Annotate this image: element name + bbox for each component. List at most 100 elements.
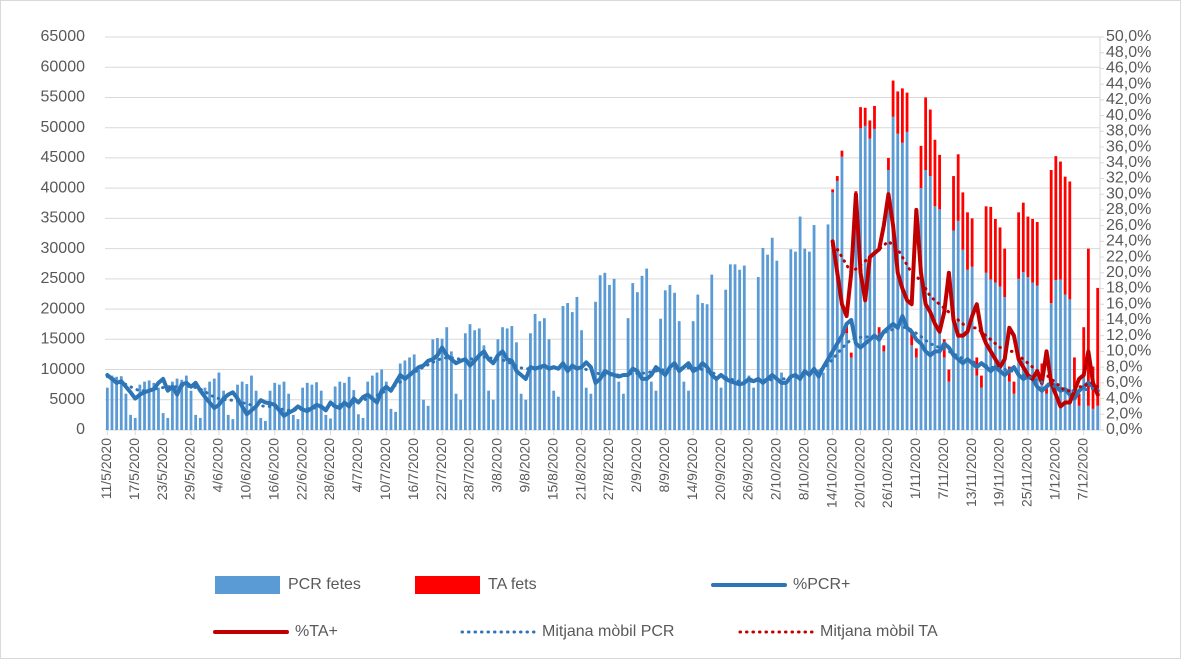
bar — [956, 220, 960, 430]
bar — [449, 351, 453, 430]
bar — [1073, 357, 1076, 388]
bar — [980, 387, 983, 430]
bar — [194, 414, 198, 430]
x-tick-label: 16/7/2020 — [405, 438, 421, 500]
bar — [222, 390, 225, 430]
bar — [701, 303, 704, 430]
bar — [180, 379, 184, 430]
x-tick-label: 22/7/2020 — [433, 438, 449, 500]
bar — [515, 342, 518, 430]
bar — [212, 378, 216, 430]
bar — [961, 249, 965, 430]
moving-average-line — [105, 325, 1100, 412]
bar — [984, 272, 988, 430]
bar — [380, 369, 384, 430]
y2-tick-label: 42,0% — [1106, 91, 1151, 108]
bar — [436, 338, 439, 430]
y2-tick-label: 20,0% — [1106, 264, 1151, 281]
bar — [840, 150, 844, 157]
bar — [473, 330, 477, 430]
bar — [715, 378, 718, 430]
y2-tick-label: 26,0% — [1106, 217, 1151, 234]
bar — [1063, 294, 1067, 430]
bar — [896, 91, 900, 134]
moving-average-line — [831, 239, 1100, 393]
bar — [538, 321, 542, 430]
bar — [236, 384, 239, 430]
bar — [1021, 272, 1025, 430]
bar — [426, 405, 430, 430]
x-tick-label: 7/11/2020 — [935, 438, 951, 499]
bar — [724, 289, 728, 430]
bar — [738, 269, 742, 430]
bar — [873, 128, 876, 430]
y2-tick-label: 8,0% — [1106, 358, 1142, 375]
bar — [863, 107, 867, 126]
x-tick-label: 2/10/2020 — [768, 438, 784, 500]
legend-label: %PCR+ — [793, 576, 850, 593]
bar — [682, 381, 686, 430]
bar — [1068, 181, 1072, 300]
bar — [491, 399, 495, 430]
bar — [896, 133, 900, 430]
bar — [742, 265, 746, 430]
bar — [1031, 218, 1034, 283]
bar — [901, 88, 904, 143]
bar — [938, 154, 941, 210]
bar — [268, 390, 272, 430]
bar — [938, 209, 941, 430]
x-tick-label: 14/10/2020 — [823, 438, 839, 508]
bar — [966, 212, 969, 270]
bar — [189, 390, 193, 430]
x-tick-label: 4/6/2020 — [210, 438, 226, 493]
bar — [384, 381, 388, 430]
y-tick-label: 45000 — [41, 149, 86, 166]
bar — [482, 345, 486, 430]
bar — [217, 372, 221, 430]
bar — [849, 357, 853, 430]
bar — [1012, 393, 1016, 430]
bar — [547, 339, 551, 430]
y-tick-label: 15000 — [41, 331, 86, 348]
bar — [691, 321, 695, 430]
bar — [431, 339, 435, 430]
bar — [1091, 408, 1095, 430]
bar — [956, 154, 960, 221]
x-tick-label: 10/6/2020 — [238, 438, 254, 500]
bar — [417, 369, 421, 430]
bar — [324, 414, 328, 430]
bar — [589, 393, 593, 430]
bar — [989, 206, 993, 280]
x-tick-label: 8/9/2020 — [656, 438, 672, 493]
bar — [784, 384, 788, 430]
bar — [291, 414, 295, 430]
x-tick-label: 27/8/2020 — [600, 438, 616, 500]
y2-tick-label: 28,0% — [1106, 201, 1151, 218]
y2-tick-label: 12,0% — [1106, 327, 1151, 344]
bar — [1040, 378, 1044, 430]
bar — [952, 230, 955, 430]
x-tick-label: 22/6/2020 — [293, 438, 309, 500]
bar — [808, 251, 811, 430]
bar — [594, 301, 597, 430]
bar — [882, 345, 886, 352]
bar — [1049, 170, 1053, 304]
y2-tick-label: 22,0% — [1106, 248, 1151, 265]
x-tick-label: 10/7/2020 — [377, 438, 393, 500]
bar — [357, 414, 360, 430]
bar — [1063, 176, 1067, 295]
bar — [370, 375, 374, 430]
bar — [133, 417, 137, 430]
bar — [259, 417, 263, 430]
y2-tick-label: 48,0% — [1106, 44, 1151, 61]
x-tick-label: 3/8/2020 — [489, 438, 505, 493]
bar — [966, 269, 969, 430]
y-tick-label: 30000 — [41, 240, 86, 257]
bar — [175, 378, 179, 430]
bar — [152, 382, 156, 430]
bar — [171, 381, 174, 430]
y2-tick-label: 44,0% — [1106, 75, 1151, 92]
bar — [570, 312, 574, 430]
y2-tick-label: 24,0% — [1106, 233, 1151, 250]
bar — [166, 417, 170, 430]
